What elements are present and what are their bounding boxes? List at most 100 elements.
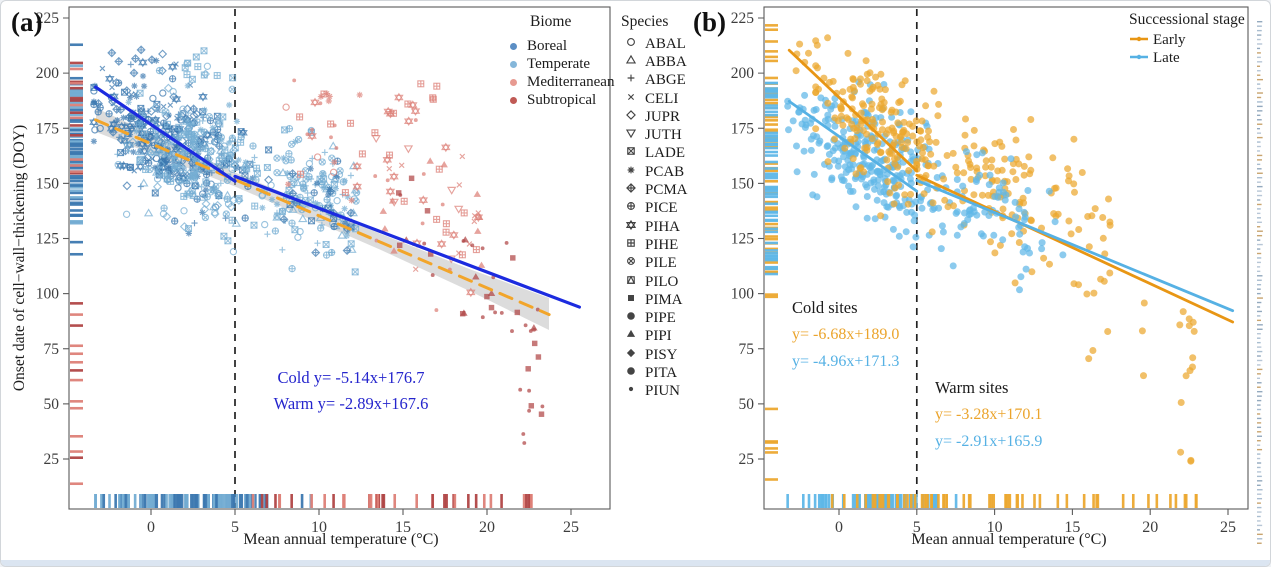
margin-watermark-mark bbox=[1257, 154, 1263, 157]
species-legend-item-piha: PIHA bbox=[621, 218, 688, 236]
margin-watermark-mark bbox=[1257, 538, 1263, 540]
species-legend-item-lade: LADE bbox=[621, 145, 688, 163]
margin-watermark-mark bbox=[1257, 448, 1263, 451]
species-legend-item-pita: PITA bbox=[621, 364, 688, 382]
square-x-icon bbox=[621, 144, 641, 163]
biome-legend-title: Biome bbox=[530, 13, 572, 30]
species-legend-item-pice: PICE bbox=[621, 200, 688, 218]
margin-watermark-mark bbox=[1257, 114, 1261, 117]
diamond-filled-icon bbox=[621, 346, 641, 365]
species-item-label: PIUN bbox=[645, 383, 681, 400]
species-legend-item-pima: PIMA bbox=[621, 291, 688, 309]
margin-watermark-mark bbox=[1257, 489, 1263, 491]
species-legend-item-pile: PILE bbox=[621, 255, 688, 273]
trend-line bbox=[915, 178, 1235, 313]
svg-text:10: 10 bbox=[311, 519, 327, 536]
margin-watermark-mark bbox=[1257, 38, 1261, 41]
margin-watermark-mark bbox=[1257, 315, 1261, 317]
species-item-label: PCMA bbox=[645, 182, 688, 199]
biome-color-dot bbox=[510, 78, 517, 86]
margin-watermark-mark bbox=[1257, 288, 1261, 290]
x-axis-title-b: Mean annual temperature (°C) bbox=[911, 531, 1107, 548]
margin-watermark-mark bbox=[1257, 506, 1262, 509]
margin-watermark-mark bbox=[1257, 239, 1261, 241]
diamond-plus-icon bbox=[621, 181, 641, 200]
species-legend-item-jupr: JUPR bbox=[621, 108, 688, 126]
circle-filled-icon bbox=[621, 364, 641, 383]
margin-watermark-mark bbox=[1257, 292, 1261, 295]
margin-watermark-mark bbox=[1257, 257, 1262, 259]
species-item-label: PILE bbox=[645, 255, 677, 272]
margin-watermark-mark bbox=[1257, 324, 1263, 326]
margin-watermark-mark bbox=[1257, 444, 1261, 446]
margin-watermark-mark bbox=[1257, 359, 1263, 362]
margin-watermark-mark bbox=[1257, 145, 1261, 148]
species-item-label: PCAB bbox=[645, 163, 685, 180]
margin-watermark-mark bbox=[1257, 395, 1262, 397]
margin-watermark-mark bbox=[1257, 533, 1263, 536]
margin-watermark-mark bbox=[1257, 150, 1261, 152]
dot-icon bbox=[621, 382, 641, 401]
x-icon bbox=[621, 90, 641, 109]
svg-text:25: 25 bbox=[44, 451, 60, 468]
margin-watermark-mark bbox=[1257, 181, 1261, 183]
margin-watermark-mark bbox=[1257, 252, 1262, 255]
species-item-label: PILO bbox=[645, 273, 679, 290]
biome-item-label: Mediterranean bbox=[527, 73, 615, 90]
equation-b-warm-early: y= -3.28x+170.1 bbox=[935, 406, 1043, 423]
margin-watermark-mark bbox=[1257, 136, 1263, 139]
margin-watermark-mark bbox=[1257, 270, 1261, 273]
margin-watermark-mark bbox=[1257, 83, 1261, 85]
panel-a-label: (a) bbox=[11, 7, 43, 37]
triangle-down-open-icon bbox=[621, 126, 641, 145]
species-legend: Species ABAL ABBA ABGE CELI JUPR JUTH LADE PCAB… bbox=[621, 13, 688, 401]
svg-text:15: 15 bbox=[1064, 519, 1080, 536]
equation-b-cold-early: y= -6.68x+189.0 bbox=[792, 326, 900, 343]
margin-watermark-mark bbox=[1257, 56, 1261, 59]
margin-watermark-mark bbox=[1257, 217, 1261, 219]
margin-watermark-mark bbox=[1257, 234, 1263, 237]
margin-watermark-mark bbox=[1257, 96, 1262, 99]
equations-panel-b-warm: Warm sites y= -3.28x+170.1 y= -2.91x+165… bbox=[935, 374, 1042, 455]
svg-text:25: 25 bbox=[563, 519, 579, 536]
svg-text:50: 50 bbox=[44, 396, 60, 413]
species-legend-item-pisy: PISY bbox=[621, 346, 688, 364]
margin-watermark-mark bbox=[1257, 248, 1261, 250]
margin-watermark-mark bbox=[1257, 399, 1262, 402]
species-legend-item-pilo: PILO bbox=[621, 273, 688, 291]
species-item-label: PIHA bbox=[645, 218, 681, 235]
margin-watermark-mark bbox=[1257, 368, 1263, 371]
species-legend-item-pipi: PIPI bbox=[621, 328, 688, 346]
square-filled-icon bbox=[621, 291, 641, 310]
svg-text:200: 200 bbox=[731, 65, 755, 82]
margin-watermark-mark bbox=[1257, 417, 1262, 420]
margin-watermark-mark bbox=[1257, 168, 1262, 170]
margin-watermark-mark bbox=[1257, 275, 1263, 277]
margin-watermark-mark bbox=[1257, 101, 1263, 103]
margin-watermark-mark bbox=[1257, 346, 1262, 348]
margin-watermark-mark bbox=[1257, 502, 1261, 504]
margin-watermark-mark bbox=[1257, 74, 1261, 76]
margin-watermark-mark bbox=[1257, 43, 1263, 45]
svg-text:75: 75 bbox=[739, 341, 755, 358]
svg-text:5: 5 bbox=[913, 519, 921, 536]
species-item-label: ABGE bbox=[645, 72, 686, 89]
margin-watermark-mark bbox=[1257, 440, 1261, 442]
margin-watermark-mark bbox=[1257, 226, 1261, 228]
margin-watermark-mark bbox=[1257, 163, 1261, 166]
margin-watermark-mark bbox=[1257, 61, 1263, 63]
margin-watermark-mark bbox=[1257, 462, 1262, 464]
margin-watermark-mark bbox=[1257, 119, 1262, 121]
panel-border bbox=[763, 6, 1249, 510]
species-item-label: PIMA bbox=[645, 291, 683, 308]
margin-watermark-mark bbox=[1257, 328, 1263, 330]
margin-watermark-mark bbox=[1257, 497, 1263, 500]
margin-watermark-mark bbox=[1257, 408, 1262, 411]
svg-text:200: 200 bbox=[36, 65, 60, 82]
svg-text:10: 10 bbox=[987, 519, 1003, 536]
margin-watermark-mark bbox=[1257, 364, 1261, 366]
circle-open-icon bbox=[621, 35, 641, 54]
svg-text:20: 20 bbox=[479, 519, 495, 536]
species-item-label: PIPE bbox=[645, 310, 676, 327]
trend-line bbox=[94, 118, 551, 317]
